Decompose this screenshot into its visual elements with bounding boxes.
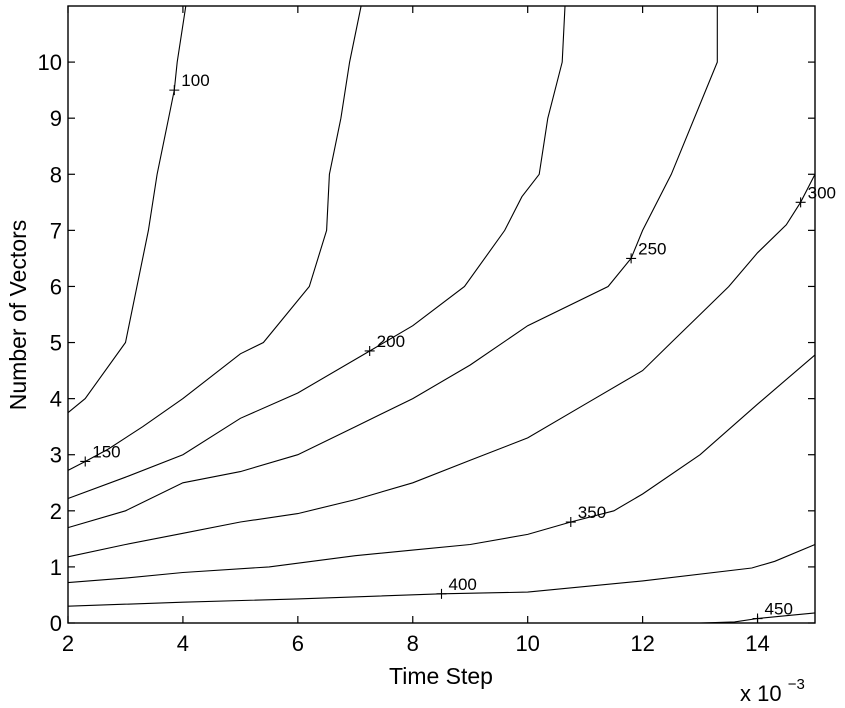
x-axis-title: Time Step (389, 663, 493, 689)
contour-label-marker-250 (626, 253, 637, 264)
contour-label-400: 400 (449, 575, 477, 594)
contour-label-200: 200 (377, 332, 405, 351)
y-tick-label-9: 9 (50, 106, 62, 131)
contour-line-150 (67, 5, 362, 471)
contour-label-100: 100 (181, 71, 209, 90)
y-tick-label-8: 8 (50, 162, 62, 187)
x-multiplier-base: x 10 (740, 681, 782, 706)
y-tick-label-0: 0 (50, 611, 62, 636)
y-axis-title: Number of Vectors (5, 220, 31, 410)
x-tick-label-10: 10 (515, 631, 539, 656)
x-tick-label-8: 8 (407, 631, 419, 656)
contour-line-100 (67, 5, 187, 414)
contour-label-marker-300 (795, 197, 806, 208)
contour-label-150: 150 (92, 442, 120, 461)
contour-label-marker-400 (436, 588, 447, 599)
plot-frame (67, 5, 816, 624)
y-tick-label-4: 4 (50, 387, 62, 412)
contour-line-400 (67, 543, 816, 607)
contour-labels: 100 150 200 250 300 350 400 450 (80, 71, 836, 624)
contour-label-450: 450 (765, 600, 793, 619)
y-tick-label-1: 1 (50, 555, 62, 580)
x-tick-label-2: 2 (62, 631, 74, 656)
contour-line-250 (67, 6, 718, 529)
x-tick-label-14: 14 (745, 631, 769, 656)
y-tick-label-5: 5 (50, 331, 62, 356)
contour-label-250: 250 (638, 239, 666, 258)
contour-lines (67, 5, 816, 624)
x-axis-multiplier: x 10 −3 (740, 676, 805, 706)
y-tick-label-7: 7 (50, 218, 62, 243)
x-tick-label-12: 12 (630, 631, 654, 656)
contour-label-marker-150 (80, 456, 91, 467)
contour-label-marker-350 (565, 517, 576, 528)
y-tick-label-10: 10 (38, 50, 62, 75)
contour-label-300: 300 (808, 183, 836, 202)
y-tick-label-2: 2 (50, 499, 62, 524)
x-multiplier-exponent: −3 (788, 676, 805, 693)
contour-line-200 (67, 5, 566, 500)
y-tick-label-6: 6 (50, 274, 62, 299)
contour-label-marker-100 (169, 85, 180, 96)
contour-line-350 (67, 354, 816, 584)
x-tick-label-6: 6 (292, 631, 304, 656)
contour-label-350: 350 (578, 503, 606, 522)
axis-ticks (67, 6, 815, 624)
contour-line-300 (67, 174, 816, 558)
contour-label-marker-200 (364, 345, 375, 356)
x-tick-label-4: 4 (177, 631, 189, 656)
y-tick-label-3: 3 (50, 443, 62, 468)
